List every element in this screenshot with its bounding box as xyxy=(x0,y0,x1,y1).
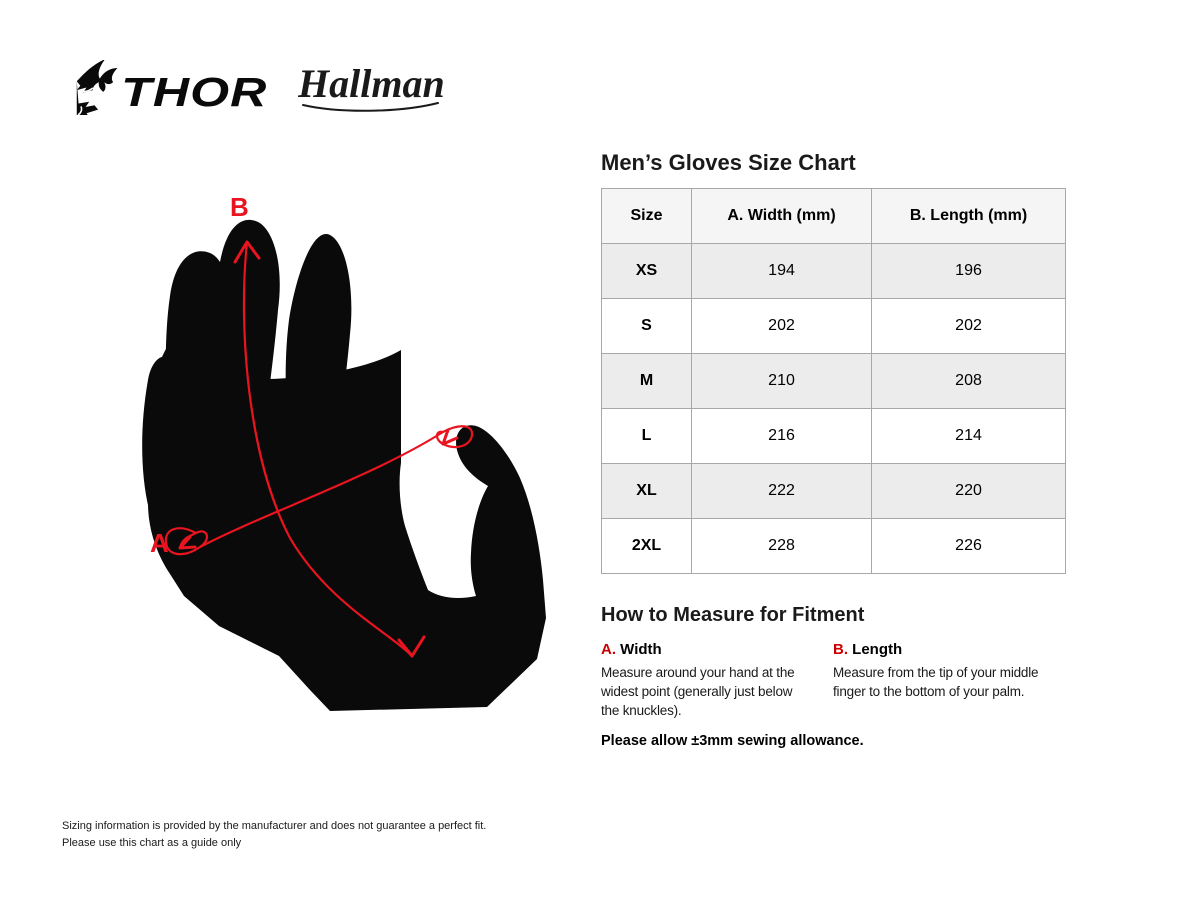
svg-text:THOR: THOR xyxy=(121,69,267,115)
svg-text:Hallman: Hallman xyxy=(298,61,445,106)
svg-text:A: A xyxy=(150,528,169,558)
svg-text:B: B xyxy=(230,192,249,222)
